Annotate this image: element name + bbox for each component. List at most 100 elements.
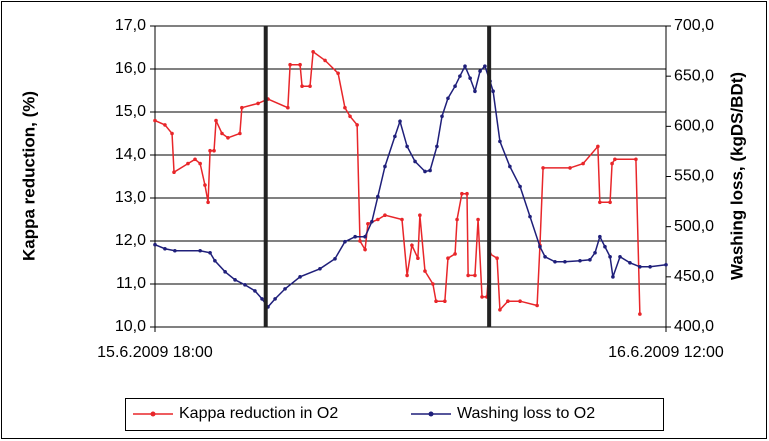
point (186, 161, 190, 166)
point (363, 234, 367, 239)
y-tick-label: 11,0 (116, 275, 146, 292)
point (286, 105, 290, 110)
point (383, 164, 387, 169)
legend-label: Washing loss to O2 (457, 405, 595, 422)
point (203, 183, 207, 187)
point (446, 96, 450, 101)
y-axis-label: Kappa reduction, (%) (19, 91, 38, 261)
point (483, 64, 487, 68)
y2-tick-label: 600,0 (674, 118, 714, 135)
point (376, 194, 380, 199)
point (648, 265, 652, 269)
point (253, 289, 257, 293)
point (431, 282, 435, 286)
point (172, 170, 176, 174)
point (455, 217, 459, 222)
x-tick-label: 15.6.2009 18:00 (97, 344, 213, 361)
point (208, 148, 212, 153)
y2-tick-label: 650,0 (674, 67, 714, 84)
point (468, 76, 472, 80)
point (153, 118, 157, 123)
point (465, 191, 469, 196)
point (348, 114, 352, 119)
point (423, 169, 427, 174)
point (418, 213, 422, 217)
point (538, 244, 542, 249)
point (323, 58, 327, 63)
point (453, 84, 457, 88)
point (300, 84, 304, 88)
point (376, 217, 380, 222)
point (634, 157, 638, 162)
point (443, 299, 447, 304)
point (563, 259, 567, 264)
point (260, 297, 264, 301)
point (423, 269, 427, 273)
point (446, 256, 450, 261)
point (353, 234, 357, 239)
point (458, 74, 462, 78)
point (198, 161, 202, 166)
point (383, 213, 387, 217)
point (363, 247, 367, 252)
legend-marker (150, 411, 156, 417)
point (208, 250, 212, 255)
point (413, 159, 417, 164)
point (410, 243, 414, 248)
point (434, 299, 438, 304)
point (343, 239, 347, 244)
y2-tick-label: 550,0 (674, 168, 714, 185)
legend-label: Kappa reduction in O2 (179, 405, 338, 422)
point (581, 161, 585, 166)
point (298, 62, 302, 67)
point (506, 299, 510, 304)
y-tick-label: 17,0 (115, 17, 146, 34)
point (214, 118, 218, 123)
point (223, 270, 227, 274)
point (613, 157, 617, 162)
point (220, 131, 224, 136)
point (393, 134, 397, 139)
point (273, 297, 277, 301)
x-tick-label: 16.6.2009 12:00 (608, 344, 724, 361)
point (355, 123, 359, 127)
point (435, 144, 439, 149)
point (608, 200, 612, 205)
y2-axis-label: Washing loss, (kgDS/BDt) (727, 72, 746, 280)
point (578, 258, 582, 263)
point (603, 244, 607, 249)
point (405, 144, 409, 149)
point (598, 200, 602, 205)
plot-frame (154, 25, 667, 328)
point (541, 166, 545, 170)
point (311, 50, 315, 54)
point (400, 217, 404, 222)
y-tick-label: 10,0 (115, 318, 146, 335)
point (638, 312, 642, 316)
point (638, 265, 642, 269)
point (193, 157, 197, 162)
point (495, 256, 499, 261)
point (213, 258, 217, 263)
point (598, 234, 602, 239)
point (543, 254, 547, 259)
point (398, 119, 402, 124)
point (333, 256, 337, 261)
point (405, 273, 409, 278)
y-tick-label: 12,0 (115, 232, 146, 249)
point (173, 248, 177, 253)
y2-tick-label: 500,0 (674, 218, 714, 235)
point (463, 64, 467, 68)
point (308, 84, 312, 88)
point (618, 254, 622, 259)
point (466, 273, 470, 278)
y-tick-label: 15,0 (115, 103, 146, 120)
y2-tick-label: 400,0 (674, 318, 714, 335)
point (491, 89, 495, 94)
point (508, 164, 512, 169)
point (163, 246, 167, 251)
point (518, 299, 522, 304)
point (416, 256, 420, 261)
point (553, 259, 557, 264)
